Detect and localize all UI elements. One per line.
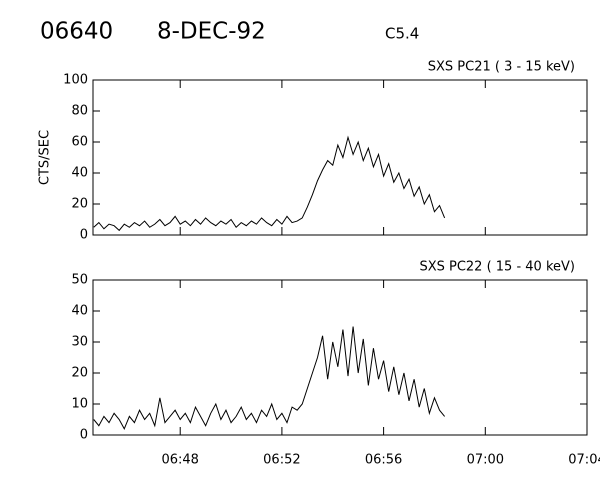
y-tick-label: 30 [71,335,88,350]
plot-frame [92,79,588,236]
x-tick-label: 06:52 [263,453,300,468]
data-line [93,326,446,430]
y-tick-label: 0 [80,428,88,443]
event-id: 06640 [40,19,113,45]
y-axis-label: CTS/SEC [38,130,53,185]
y-tick-label: 80 [71,104,88,119]
y-tick-label: 100 [63,73,88,88]
x-tick-label: 07:00 [467,453,504,468]
y-tick-label: 0 [80,228,88,243]
plot-frame [92,279,588,436]
y-tick-label: 50 [71,273,88,288]
y-tick-label: 20 [71,366,88,381]
panel-title: SXS PC21 ( 3 - 15 keV) [428,60,575,75]
x-tick-label: 06:48 [161,453,198,468]
data-line [93,135,446,232]
y-tick-label: 20 [71,197,88,212]
flare-class: C5.4 [385,25,419,43]
x-tick-label: 07:04 [568,453,600,468]
y-tick-label: 10 [71,397,88,412]
y-tick-label: 60 [71,135,88,150]
date: 8-DEC-92 [157,19,266,45]
x-tick-label: 06:56 [365,453,402,468]
y-tick-label: 40 [71,166,88,181]
panel-title: SXS PC22 ( 15 - 40 keV) [419,260,575,275]
y-tick-label: 40 [71,304,88,319]
